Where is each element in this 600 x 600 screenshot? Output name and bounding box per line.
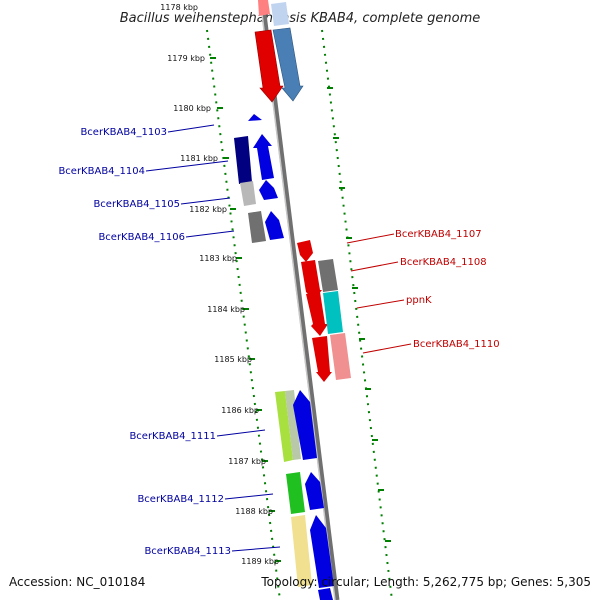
tick-label: 1186 kbp bbox=[221, 406, 259, 415]
gene-labels-right: BcerKBAB4_1107 BcerKBAB4_1108 ppnK BcerK… bbox=[395, 229, 500, 350]
gene-label[interactable]: BcerKBAB4_1104 bbox=[58, 166, 145, 177]
tick-label: 1178 kbp bbox=[160, 3, 198, 12]
tick-label: 1181 kbp bbox=[180, 154, 218, 163]
tick-label: 1188 kbp bbox=[235, 507, 273, 516]
gene-label[interactable]: BcerKBAB4_1108 bbox=[400, 257, 487, 268]
leader-lines-right bbox=[346, 233, 412, 354]
gene-feature-1112[interactable] bbox=[286, 472, 324, 514]
tick-marks bbox=[210, 57, 391, 562]
gene-feature-top-red[interactable] bbox=[254, 0, 284, 103]
gene-label[interactable]: ppnK bbox=[406, 295, 432, 306]
gene-feature-top-steelblue[interactable] bbox=[271, 2, 304, 102]
tick-label: 1182 kbp bbox=[189, 205, 227, 214]
gene-feature-1103[interactable] bbox=[248, 114, 262, 121]
gene-feature-1105[interactable] bbox=[240, 180, 278, 206]
gene-label[interactable]: BcerKBAB4_1105 bbox=[93, 199, 180, 210]
tick-label: 1180 kbp bbox=[173, 104, 211, 113]
tick-label: 1185 kbp bbox=[214, 355, 252, 364]
gene-label[interactable]: BcerKBAB4_1107 bbox=[395, 229, 482, 240]
gene-labels-left: BcerKBAB4_1103 BcerKBAB4_1104 BcerKBAB4_… bbox=[58, 127, 231, 557]
gene-label[interactable]: BcerKBAB4_1111 bbox=[129, 431, 216, 442]
tick-label: 1183 kbp bbox=[199, 254, 237, 263]
gene-feature-1110[interactable] bbox=[312, 333, 351, 382]
gene-label[interactable]: BcerKBAB4_1110 bbox=[413, 339, 500, 350]
gene-label[interactable]: BcerKBAB4_1106 bbox=[98, 232, 185, 243]
gene-feature-1113[interactable] bbox=[291, 515, 334, 600]
tick-label: 1187 kbp bbox=[228, 457, 266, 466]
accession-text: Accession: NC_010184 bbox=[9, 575, 145, 589]
tick-label: 1189 kbp bbox=[241, 557, 279, 566]
gene-feature-1111[interactable] bbox=[275, 390, 317, 462]
gene-feature-1108[interactable] bbox=[301, 259, 338, 300]
gene-feature-ppnK[interactable] bbox=[306, 291, 343, 336]
genome-title: Bacillus weihenstephanensis KBAB4, compl… bbox=[120, 11, 481, 26]
tick-labels: 1178 kbp 1179 kbp 1180 kbp 1181 kbp 1182… bbox=[160, 3, 279, 566]
leader-lines-left bbox=[145, 124, 281, 552]
gene-label[interactable]: BcerKBAB4_1113 bbox=[144, 546, 231, 557]
gene-label[interactable]: BcerKBAB4_1103 bbox=[80, 127, 167, 138]
gene-feature-1104[interactable] bbox=[234, 134, 274, 184]
gene-label[interactable]: BcerKBAB4_1112 bbox=[137, 494, 224, 505]
tick-label: 1184 kbp bbox=[207, 305, 245, 314]
tick-label: 1179 kbp bbox=[167, 54, 205, 63]
topology-text: Topology: circular; Length: 5,262,775 bp… bbox=[260, 575, 591, 589]
gene-feature-1106[interactable] bbox=[248, 211, 284, 243]
gene-feature-1107[interactable] bbox=[297, 240, 313, 262]
